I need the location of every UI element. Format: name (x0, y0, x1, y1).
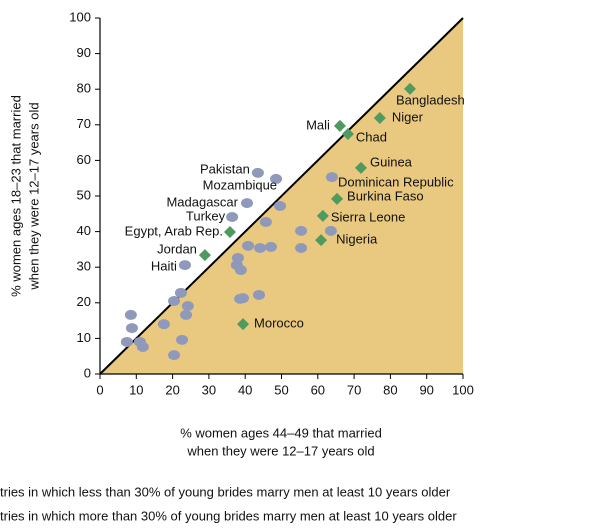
point-label: Sierra Leone (331, 209, 405, 224)
x-tick-label: 10 (129, 382, 143, 397)
point (295, 225, 308, 236)
y-tick-label: 30 (77, 259, 91, 274)
point (136, 341, 149, 352)
y-tick-label: 40 (77, 223, 91, 238)
point-label: Burkina Faso (347, 188, 424, 203)
point (181, 301, 194, 312)
y-tick-label: 90 (77, 45, 91, 60)
y-tick-label: 10 (77, 330, 91, 345)
point (178, 260, 191, 271)
y-tick-label: 60 (77, 152, 91, 167)
point-label: Bangladesh (396, 92, 465, 107)
point-label: Niger (392, 109, 424, 124)
point-label: Madagascar (166, 195, 238, 210)
point (234, 265, 247, 276)
point-label: Pakistan (200, 161, 250, 176)
point (174, 287, 187, 298)
legend-entry: tries in which more than 30% of young br… (0, 508, 457, 523)
x-tick-label: 60 (311, 382, 325, 397)
y-tick-label: 50 (77, 187, 91, 202)
point (274, 200, 287, 211)
x-tick-label: 30 (202, 382, 216, 397)
point-label: Jordan (157, 242, 197, 257)
point-label: Nigeria (336, 232, 378, 247)
point-label: Mozambique (203, 177, 277, 192)
point-label: Morocco (254, 316, 304, 331)
point (354, 161, 367, 174)
point (237, 293, 250, 304)
point (124, 309, 137, 320)
point (264, 241, 277, 252)
point (237, 318, 250, 331)
point (404, 82, 417, 95)
point (120, 336, 133, 347)
point (331, 192, 344, 205)
y-axis-label: when they were 12–17 years old (26, 102, 41, 290)
y-axis-label: % women ages 18–23 that married (8, 95, 23, 297)
x-axis-label: % women ages 44–49 that married (180, 425, 382, 440)
point (270, 173, 283, 184)
point-label: Chad (356, 129, 387, 144)
point (316, 209, 329, 222)
point (180, 309, 193, 320)
point (252, 289, 265, 300)
point (315, 234, 328, 247)
y-tick-label: 0 (84, 365, 91, 380)
point (241, 198, 254, 209)
point-label: Egypt, Arab Rep. (125, 223, 223, 238)
x-tick-label: 80 (383, 382, 397, 397)
y-tick-label: 80 (77, 81, 91, 96)
point (325, 172, 338, 183)
y-tick-label: 20 (77, 294, 91, 309)
point (259, 216, 272, 227)
y-tick-label: 100 (69, 9, 91, 24)
x-tick-label: 40 (238, 382, 252, 397)
point-label: Dominican Republic (338, 175, 454, 190)
point (254, 242, 267, 253)
point-label: Guinea (370, 154, 413, 169)
point (176, 334, 189, 345)
y-tick-label: 70 (77, 116, 91, 131)
point-label: Turkey (186, 208, 226, 223)
point (198, 249, 211, 262)
point (168, 296, 181, 307)
point (226, 212, 239, 223)
point-label: Haiti (151, 259, 177, 274)
diagonal-line (99, 17, 464, 375)
point (295, 242, 308, 253)
x-tick-label: 0 (96, 382, 103, 397)
point (373, 112, 386, 125)
point (333, 119, 346, 132)
x-tick-label: 90 (419, 382, 433, 397)
x-tick-label: 50 (274, 382, 288, 397)
point (251, 167, 264, 178)
point (223, 225, 236, 238)
x-tick-label: 70 (347, 382, 361, 397)
x-axis-label: when they were 12–17 years old (186, 443, 374, 458)
point (324, 225, 337, 236)
x-tick-label: 20 (165, 382, 179, 397)
point (242, 240, 255, 251)
point (168, 350, 181, 361)
x-tick-label: 100 (452, 382, 474, 397)
point (125, 323, 138, 334)
point (341, 128, 354, 141)
point-label: Mali (306, 117, 330, 132)
point (157, 319, 170, 330)
legend-entry: tries in which less than 30% of young br… (0, 484, 451, 499)
